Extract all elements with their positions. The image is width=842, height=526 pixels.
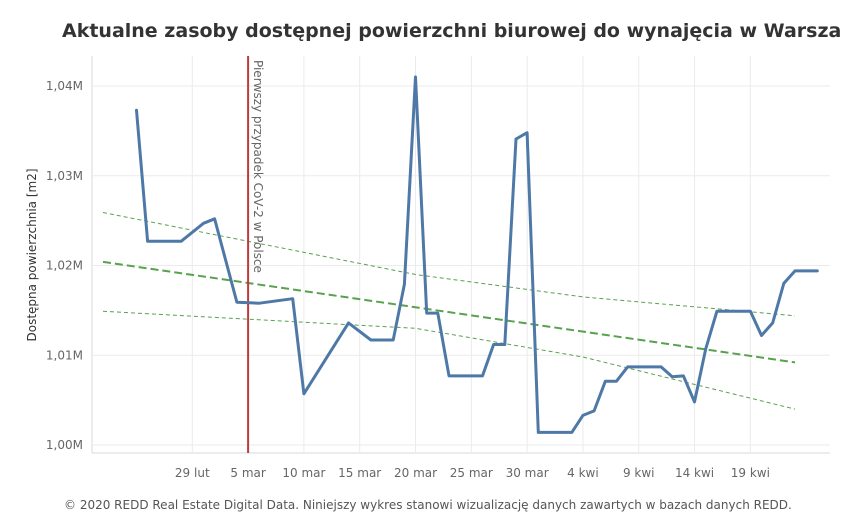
data-point — [738, 310, 741, 313]
data-point — [436, 311, 439, 315]
data-point — [235, 301, 239, 304]
y-tick-label: 1,02M — [46, 259, 83, 273]
data-point — [291, 297, 294, 300]
data-point — [470, 374, 473, 378]
confidence-band-line — [102, 212, 796, 317]
data-point — [481, 374, 484, 378]
footer-copyright: © 2020 REDD Real Estate Digital Data. Ni… — [64, 498, 792, 512]
y-axis: 1,00M 1,01M 1,02M 1,03M 1,04M — [46, 79, 83, 452]
data-point — [347, 321, 350, 325]
x-tick-label: 30 mar — [506, 466, 549, 480]
grid-lines — [91, 56, 830, 454]
y-tick-label: 1,03M — [46, 169, 83, 183]
data-point — [537, 431, 540, 434]
series-line — [135, 75, 819, 434]
data-point — [525, 131, 529, 134]
data-point — [302, 392, 306, 395]
trend-lines — [102, 212, 796, 410]
x-tick-label: 19 kwi — [731, 466, 770, 480]
data-point — [492, 343, 495, 346]
data-point — [146, 240, 149, 243]
x-tick-label: 15 mar — [338, 466, 381, 480]
data-point — [615, 380, 618, 383]
data-point — [570, 431, 573, 434]
annotation-label: Pierwszy przypadek CoV-2 w Polsce — [251, 60, 265, 273]
data-point — [626, 365, 629, 369]
data-point — [414, 75, 417, 79]
y-tick-label: 1,00M — [46, 438, 83, 452]
data-point — [693, 400, 696, 404]
data-point — [514, 137, 518, 141]
data-point — [793, 269, 797, 273]
data-point — [682, 374, 685, 378]
data-point — [135, 109, 138, 112]
y-tick-label: 1,04M — [46, 79, 83, 93]
data-point — [659, 365, 663, 369]
data-point — [704, 347, 707, 351]
data-point — [202, 222, 205, 225]
data-point — [559, 431, 562, 434]
x-tick-label: 14 kwi — [675, 466, 714, 480]
data-point — [503, 343, 506, 346]
x-tick-label: 20 mar — [394, 466, 437, 480]
data-point — [581, 414, 585, 417]
data-point — [760, 334, 763, 337]
data-point — [604, 380, 607, 383]
data-point — [592, 409, 596, 413]
x-tick-label: 5 mar — [230, 466, 265, 480]
y-axis-label: Dostępna powierzchnia [m2] — [25, 168, 39, 341]
data-point — [816, 269, 819, 273]
data-point — [782, 282, 785, 285]
data-point — [369, 338, 373, 342]
chart-title: Aktualne zasoby dostępnej powierzchni bi… — [62, 20, 842, 42]
x-tick-label: 29 lut — [175, 466, 210, 480]
data-point — [447, 374, 451, 378]
x-tick-label: 10 mar — [282, 466, 325, 480]
data-point — [425, 311, 428, 315]
data-point — [403, 283, 406, 286]
data-point — [392, 338, 395, 342]
x-tick-label: 4 kwi — [567, 466, 599, 480]
data-point — [168, 240, 172, 243]
data-point — [648, 365, 652, 369]
y-tick-label: 1,01M — [46, 348, 83, 362]
annotations: Pierwszy przypadek CoV-2 w Polsce — [247, 56, 265, 453]
x-tick-label: 25 mar — [450, 466, 493, 480]
data-point — [671, 375, 674, 378]
trend-line — [102, 260, 796, 364]
data-series — [135, 75, 819, 434]
x-tick-label: 9 kwi — [623, 466, 655, 480]
data-point — [179, 240, 183, 243]
x-axis: 29 lut 5 mar 10 mar 15 mar 20 mar 25 mar 30 ma… — [175, 466, 770, 480]
confidence-band-line — [102, 310, 796, 410]
data-point — [213, 217, 216, 220]
data-point — [771, 321, 774, 325]
data-point — [749, 310, 752, 313]
data-point — [715, 310, 719, 313]
data-point — [258, 302, 261, 305]
